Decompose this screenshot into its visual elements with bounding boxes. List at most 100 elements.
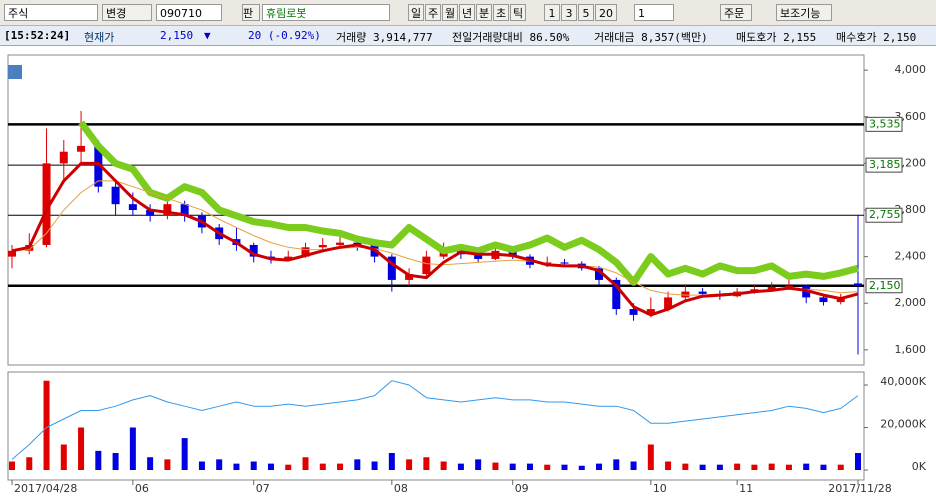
order-button[interactable]: 주문 — [720, 4, 752, 21]
toolbar-button[interactable]: 1 — [544, 4, 560, 21]
candle-body — [387, 256, 396, 280]
volume-bar — [613, 459, 620, 470]
candle-body — [405, 274, 414, 280]
x-tick-label: 2017/11/28 — [828, 482, 891, 495]
volume-bar — [233, 463, 240, 470]
toolbar-button[interactable]: 주 — [425, 4, 441, 21]
volume-bar — [475, 459, 482, 470]
toolbar-button[interactable]: 3 — [561, 4, 577, 21]
toolbar-button[interactable]: 월 — [442, 4, 458, 21]
candle-body — [784, 285, 793, 287]
level-label: 3,535 — [869, 117, 901, 130]
volume-bar — [371, 461, 378, 470]
toolbar-button[interactable]: 5 — [578, 4, 594, 21]
candle-body — [819, 297, 828, 303]
volume-bar — [544, 464, 551, 470]
volume: 거래량 3,914,777 — [336, 31, 433, 44]
toolbar-button[interactable]: 초 — [493, 4, 509, 21]
level-label: 3,185 — [869, 158, 901, 171]
candle-body — [646, 309, 655, 315]
y-tick-label: 1,600 — [895, 343, 927, 356]
candle-body — [612, 279, 621, 310]
price: 2,150 — [160, 29, 194, 42]
y-tick-label: 2,000 — [895, 296, 927, 309]
x-tick-label: 10 — [653, 482, 667, 495]
level-box — [865, 278, 903, 294]
stock-name: 휴림로봇 — [262, 4, 390, 21]
ma-line — [11, 161, 859, 317]
volume-line — [11, 380, 859, 460]
volume-bar — [457, 463, 464, 470]
volume-bar — [164, 459, 171, 470]
level-box — [865, 207, 903, 223]
volume-bar — [78, 427, 85, 470]
candle-body — [318, 244, 327, 248]
toolbar-button[interactable]: 년 — [459, 4, 475, 21]
volume-bar — [716, 464, 723, 470]
count-input[interactable]: 1 — [634, 4, 674, 21]
candle-body — [595, 268, 604, 280]
code-input[interactable]: 090710 — [156, 4, 222, 21]
toolbar-button[interactable]: 20 — [595, 4, 617, 21]
level-box — [865, 157, 903, 173]
volume-bar — [578, 465, 585, 470]
toolbar-button[interactable]: 틱 — [510, 4, 526, 21]
level-label: 2,150 — [869, 279, 901, 292]
level-box — [865, 116, 903, 132]
x-tick-label: 09 — [515, 482, 529, 495]
chart: 4,0003,6003,2002,8002,4002,0001,60040,00… — [7, 54, 927, 495]
candle-body — [681, 291, 690, 298]
candle-body — [42, 163, 51, 245]
market-select[interactable]: 주식 — [4, 4, 98, 21]
volume-bar — [302, 457, 309, 470]
candle-body — [59, 151, 68, 164]
change-select[interactable]: 변경 — [102, 4, 152, 21]
volume-bar — [734, 463, 741, 470]
volume-bar — [388, 452, 395, 470]
volume-bar — [785, 464, 792, 470]
volume-bar — [60, 444, 67, 470]
candle-body — [422, 256, 431, 275]
candle-body — [128, 204, 137, 210]
volume-bar — [665, 461, 672, 470]
toolbar-button[interactable]: 일 — [408, 4, 424, 21]
volume-bar — [95, 450, 102, 470]
toolbar-button[interactable]: 분 — [476, 4, 492, 21]
x-tick-label: 07 — [256, 482, 270, 495]
volume-bar — [820, 464, 827, 470]
volume-bar — [630, 461, 637, 470]
candle-body — [77, 145, 86, 152]
x-tick-label: 06 — [135, 482, 149, 495]
volume-bar — [147, 457, 154, 470]
candle-body — [180, 204, 189, 216]
volume-bar — [492, 462, 499, 470]
x-tick-label: 08 — [394, 482, 408, 495]
candle-body — [767, 286, 776, 290]
candle-body — [163, 204, 172, 216]
ask: 매도호가 2,155 — [736, 31, 817, 44]
volume-bar — [596, 463, 603, 470]
bid: 매수호가 2,150 — [836, 31, 917, 44]
volume-bar — [855, 452, 861, 470]
volume-bar — [181, 438, 188, 470]
volume-bar — [216, 459, 223, 470]
arrow: ▼ — [204, 29, 211, 42]
candle-body — [629, 309, 638, 315]
x-tick-label: 2017/04/28 — [14, 482, 77, 495]
v-tick-label: 0K — [912, 460, 927, 473]
board-button[interactable]: 판 — [242, 4, 260, 21]
aux-button[interactable]: 보조기능 — [776, 4, 832, 21]
candle-body — [474, 254, 483, 259]
volume-bar — [250, 461, 257, 470]
candle-body — [854, 283, 862, 286]
volume-bar — [561, 464, 568, 470]
candle-body — [698, 291, 707, 294]
candle-body — [284, 256, 293, 259]
candle-body — [301, 247, 310, 257]
candle-body — [664, 297, 673, 310]
candle-body — [560, 262, 569, 264]
quote-bar: [15:52:24] 현재가 2,150 ▼ 20 (-0.92%) 거래량 3… — [0, 26, 936, 46]
price-label: 현재가 — [84, 31, 115, 44]
time: [15:52:24] — [4, 29, 71, 42]
